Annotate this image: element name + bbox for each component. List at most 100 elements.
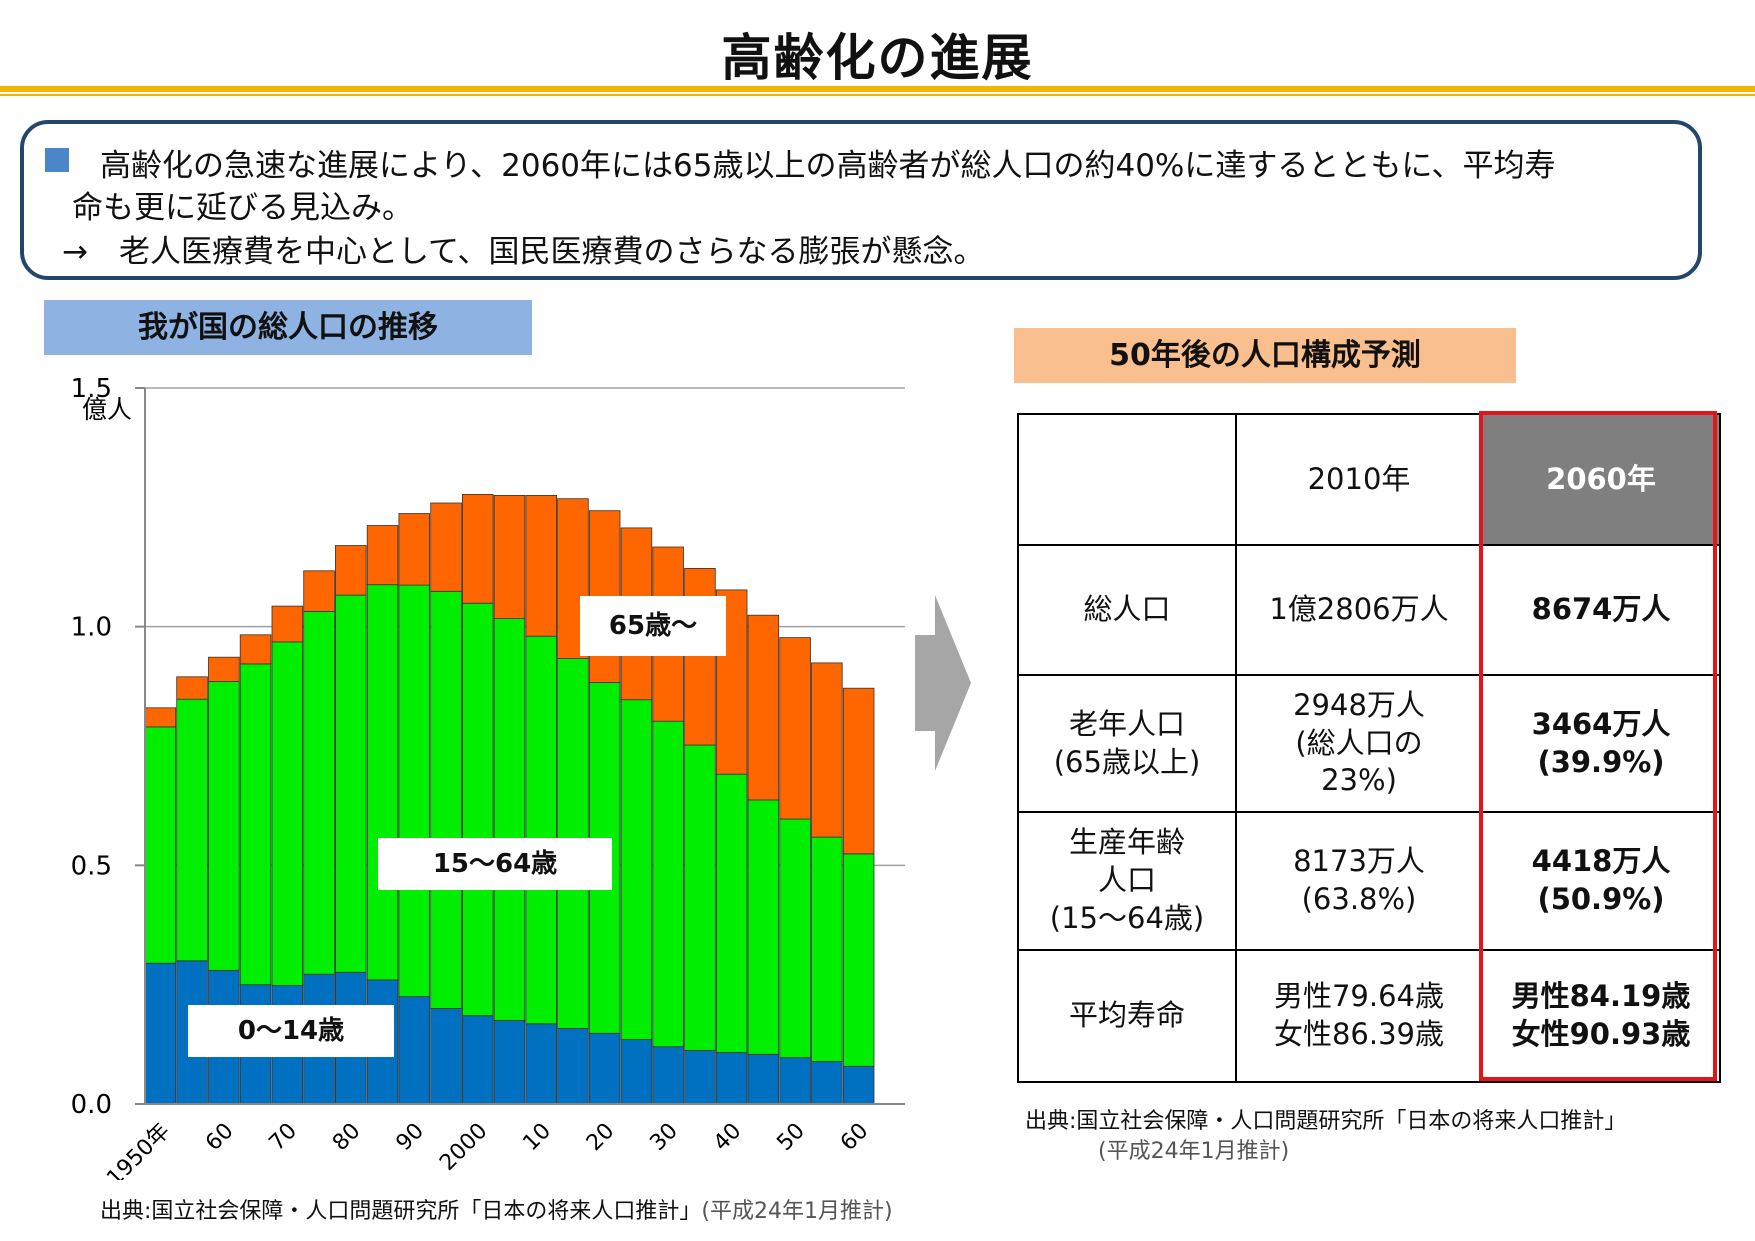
bar-2015-series-0 bbox=[557, 1028, 589, 1105]
bar-1990-series-0 bbox=[398, 996, 430, 1105]
cell-2060: 4418万人 (50.9%) bbox=[1481, 811, 1721, 951]
bar-2060-series-1 bbox=[842, 853, 875, 1067]
table-row-working-age: 生産年齢 人口 (15～64歳) 8173万人 (63.8%) 4418万人 (… bbox=[1017, 811, 1721, 951]
y-tick-label: 1.0 bbox=[71, 613, 112, 643]
row-label: 平均寿命 bbox=[1017, 949, 1237, 1083]
projection-table: 2010年 2060年 総人口 1億2806万人 8674万人 老年人口 (65… bbox=[1017, 413, 1721, 1083]
chart-axes bbox=[144, 388, 905, 1105]
table-row-elderly: 老年人口 (65歳以上) 2948万人 (総人口の 23%) 3464万人 (3… bbox=[1017, 674, 1721, 813]
bar-2005-series-1 bbox=[493, 618, 526, 1021]
row-label: 生産年齢 人口 (15～64歳) bbox=[1017, 811, 1237, 951]
bar-2005-series-2 bbox=[493, 494, 526, 619]
bar-1955-series-1 bbox=[176, 698, 208, 962]
bar-1960-series-1 bbox=[208, 681, 240, 971]
series-label-15-64: 15～64歳 bbox=[378, 838, 612, 890]
x-tick-label: 70 bbox=[265, 1119, 302, 1156]
title-underline bbox=[0, 86, 1755, 92]
y-tick-label: 0.5 bbox=[71, 851, 112, 881]
bar-2045-series-1 bbox=[747, 799, 780, 1055]
y-tick-label: 1.5 bbox=[71, 374, 112, 404]
bar-2050-series-1 bbox=[779, 818, 811, 1059]
right-arrow-icon bbox=[915, 595, 971, 771]
left-panel-title: 我が国の総人口の推移 bbox=[44, 300, 532, 355]
title-underline-thin bbox=[0, 94, 1755, 96]
bar-2035-series-1 bbox=[684, 744, 716, 1051]
y-tick-label: 0.0 bbox=[71, 1090, 112, 1120]
cell-2060: 8674万人 bbox=[1481, 544, 1721, 676]
cell-2010: 男性79.64歳 女性86.39歳 bbox=[1235, 949, 1483, 1083]
bar-1975-series-2 bbox=[303, 570, 335, 612]
summary-line-1: 高齢化の急速な進展により、2060年には65歳以上の高齢者が総人口の約40%に達… bbox=[100, 148, 1556, 184]
bar-1965-series-1 bbox=[239, 663, 272, 986]
bar-1980-series-1 bbox=[334, 594, 367, 973]
bar-1985-series-2 bbox=[366, 525, 399, 586]
table-header-2010: 2010年 bbox=[1235, 413, 1483, 546]
bar-1990-series-1 bbox=[398, 584, 430, 998]
bar-2030-series-1 bbox=[652, 720, 684, 1048]
bar-1950-series-1 bbox=[144, 726, 177, 964]
bar-2040-series-0 bbox=[715, 1052, 748, 1105]
series-label-65plus: 65歳～ bbox=[580, 596, 726, 656]
table-row-life-expectancy: 平均寿命 男性79.64歳 女性86.39歳 男性84.19歳 女性90.93歳 bbox=[1017, 949, 1721, 1083]
bar-2060-series-2 bbox=[842, 687, 875, 855]
page-title: 高齢化の進展 bbox=[721, 29, 1034, 87]
x-tick-label: 50 bbox=[772, 1119, 809, 1156]
x-tick-label: 1950年 bbox=[102, 1119, 175, 1180]
cell-2060: 3464万人 (39.9%) bbox=[1481, 674, 1721, 813]
bar-1990-series-2 bbox=[398, 513, 430, 586]
table-header-empty bbox=[1017, 413, 1237, 546]
chart-y-ticks: 0.0 0.5 1.0 1.5 bbox=[71, 374, 145, 1120]
x-tick-label: 60 bbox=[201, 1119, 238, 1156]
bar-1970-series-1 bbox=[271, 641, 304, 987]
cell-2010: 8173万人 (63.8%) bbox=[1235, 811, 1483, 951]
bar-2025-series-1 bbox=[620, 699, 653, 1041]
x-tick-label: 2000 bbox=[435, 1119, 492, 1176]
bar-2020-series-0 bbox=[588, 1033, 621, 1105]
summary-box bbox=[20, 120, 1702, 280]
bar-2050-series-0 bbox=[779, 1057, 811, 1105]
bar-1975-series-1 bbox=[303, 610, 335, 975]
bar-2035-series-0 bbox=[684, 1050, 716, 1105]
bar-1995-series-1 bbox=[430, 590, 462, 1009]
row-label: 総人口 bbox=[1017, 544, 1237, 676]
summary-line-2: 命も更に延びる見込み。 bbox=[72, 190, 413, 226]
bar-2035-series-2 bbox=[684, 567, 716, 746]
bullet-square-icon bbox=[45, 148, 69, 172]
bar-1950-series-0 bbox=[144, 962, 177, 1105]
bar-2030-series-0 bbox=[652, 1046, 684, 1105]
population-chart: 0.0 0.5 1.0 1.5 1950年 60 70 80 90 2000 10 20 30 40 50… bbox=[71, 374, 905, 1180]
x-tick-label: 60 bbox=[836, 1119, 873, 1156]
chart-bars bbox=[144, 493, 875, 1105]
table-row-total: 総人口 1億2806万人 8674万人 bbox=[1017, 544, 1721, 676]
summary-line-3: → 老人医療費を中心として、国民医療費のさらなる膨張が懸念。 bbox=[62, 234, 985, 270]
bar-2025-series-0 bbox=[620, 1039, 653, 1105]
bar-2040-series-1 bbox=[715, 773, 748, 1053]
x-tick-label: 80 bbox=[328, 1119, 365, 1156]
bar-2055-series-2 bbox=[811, 662, 843, 838]
bar-1985-series-1 bbox=[366, 584, 399, 981]
bar-2000-series-2 bbox=[461, 493, 494, 604]
bar-2000-series-0 bbox=[461, 1015, 494, 1105]
bar-2045-series-2 bbox=[747, 614, 780, 801]
row-label: 老年人口 (65歳以上) bbox=[1017, 674, 1237, 813]
chart-x-ticks: 1950年 60 70 80 90 2000 10 20 30 40 50 60 bbox=[102, 1119, 873, 1180]
bar-1965-series-2 bbox=[239, 634, 272, 665]
bar-1960-series-2 bbox=[208, 656, 240, 682]
bar-2010-series-1 bbox=[525, 635, 558, 1025]
cell-2060: 男性84.19歳 女性90.93歳 bbox=[1481, 949, 1721, 1083]
x-tick-label: 90 bbox=[392, 1119, 429, 1156]
bar-2010-series-2 bbox=[525, 494, 558, 637]
bar-2055-series-0 bbox=[811, 1061, 843, 1105]
chart-y-axis-label: 億人 bbox=[82, 395, 132, 424]
bar-1970-series-2 bbox=[271, 605, 304, 643]
source-right-note: (平成24年1月推計) bbox=[1098, 1139, 1290, 1164]
bar-1995-series-2 bbox=[430, 502, 462, 592]
x-tick-label: 30 bbox=[645, 1119, 682, 1156]
table-header-row: 2010年 2060年 bbox=[1017, 413, 1721, 546]
x-tick-label: 10 bbox=[519, 1119, 556, 1156]
bar-2000-series-1 bbox=[461, 602, 494, 1017]
bar-2010-series-0 bbox=[525, 1023, 558, 1105]
x-tick-label: 40 bbox=[709, 1119, 746, 1156]
source-right: 出典:国立社会保障・人口問題研究所「日本の将来人口推計」 bbox=[1025, 1109, 1627, 1134]
cell-2010: 1億2806万人 bbox=[1235, 544, 1483, 676]
